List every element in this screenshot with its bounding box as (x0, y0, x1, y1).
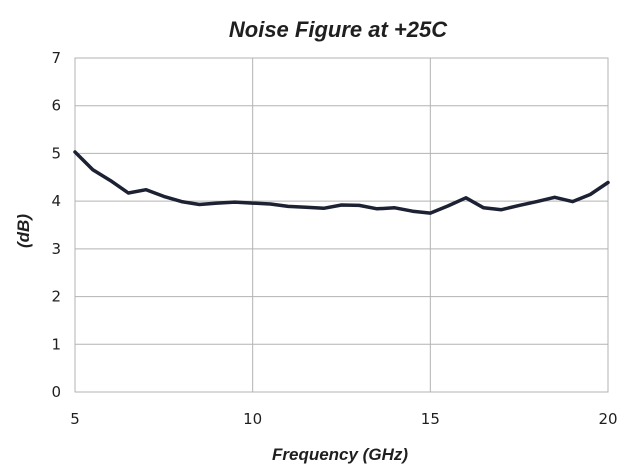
chart-title: Noise Figure at +25C (229, 17, 448, 42)
x-axis-ticks: 5 10 15 20 (70, 410, 617, 428)
x-tick-label: 5 (70, 410, 80, 428)
y-tick-label: 2 (51, 288, 61, 306)
plot-frame (74, 57, 609, 393)
y-tick-label: 7 (51, 49, 61, 67)
x-axis-label: Frequency (GHz) (272, 445, 408, 464)
series-layer (73, 150, 610, 215)
y-axis-ticks: 0 1 2 3 4 5 6 7 (51, 49, 61, 401)
x-tick-label: 15 (421, 410, 440, 428)
x-tick-label: 10 (243, 410, 262, 428)
y-tick-label: 3 (51, 240, 61, 258)
y-tick-label: 1 (51, 335, 61, 353)
y-tick-label: 4 (51, 192, 61, 210)
y-tick-label: 5 (51, 144, 61, 162)
y-axis-label: (dB) (14, 214, 33, 248)
y-tick-label: 0 (51, 383, 61, 401)
noise-figure-series-line (73, 150, 610, 215)
x-tick-label: 20 (598, 410, 617, 428)
grid-layer (74, 57, 609, 393)
y-tick-label: 6 (51, 97, 61, 115)
